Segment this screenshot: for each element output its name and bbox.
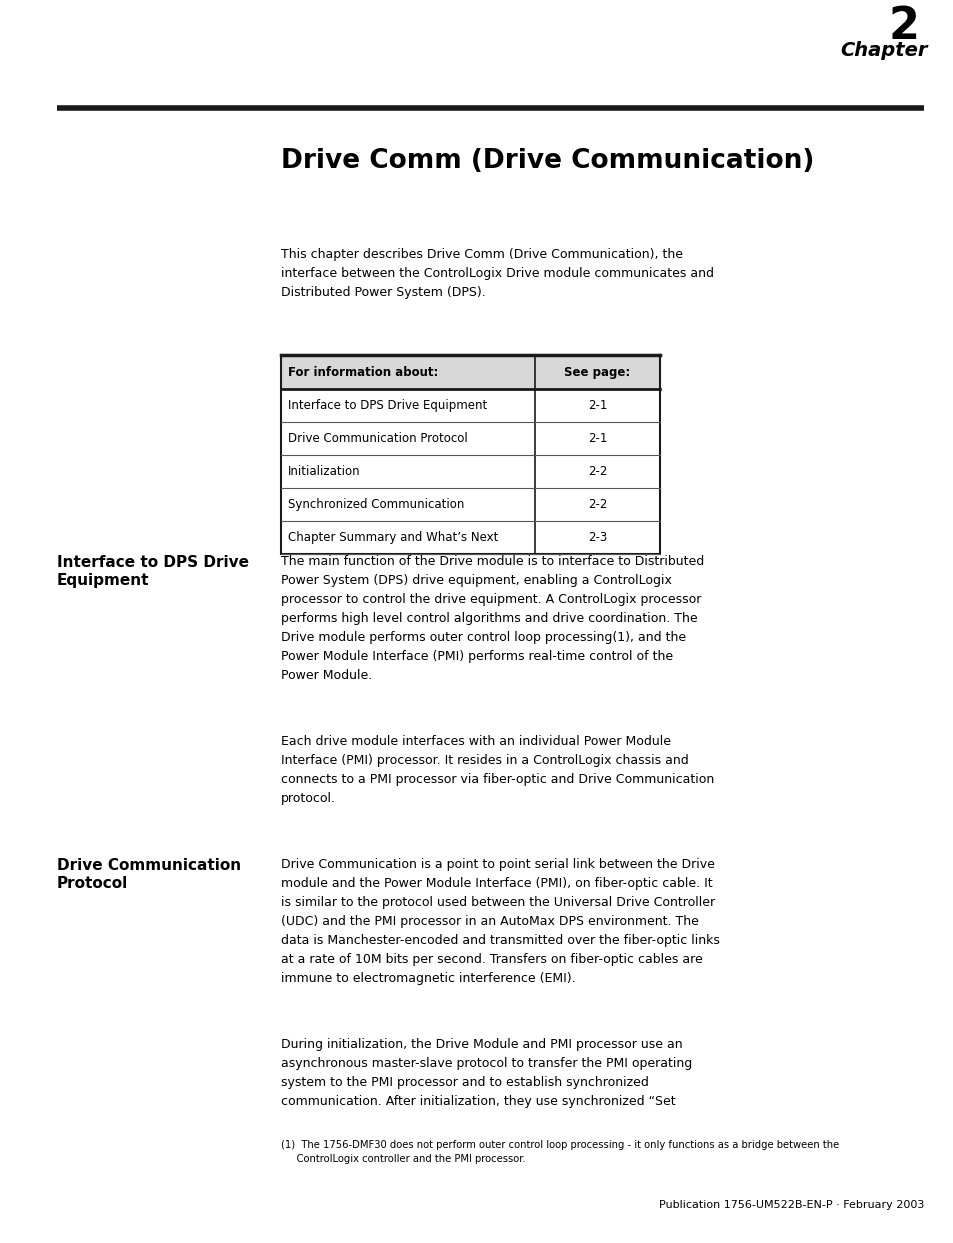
Text: See page:: See page:: [564, 365, 630, 379]
Text: Chapter Summary and What’s Next: Chapter Summary and What’s Next: [288, 531, 497, 544]
Text: 2-1: 2-1: [587, 433, 606, 445]
Text: Drive Comm (Drive Communication): Drive Comm (Drive Communication): [281, 148, 814, 174]
Text: The main function of the Drive module is to interface to Distributed
Power Syste: The main function of the Drive module is…: [281, 556, 703, 682]
Text: Interface to DPS Drive Equipment: Interface to DPS Drive Equipment: [288, 399, 487, 411]
Text: 2-1: 2-1: [587, 399, 606, 411]
Text: Initialization: Initialization: [288, 465, 360, 479]
Bar: [281, 355, 659, 554]
Text: This chapter describes Drive Comm (Drive Communication), the
interface between t: This chapter describes Drive Comm (Drive…: [281, 249, 713, 300]
Text: Protocol: Protocol: [57, 876, 128, 891]
Text: Synchronized Communication: Synchronized Communication: [288, 498, 464, 511]
Text: 2-3: 2-3: [587, 531, 606, 544]
Text: 2-2: 2-2: [587, 465, 606, 479]
Text: 2: 2: [888, 5, 919, 48]
Text: Drive Communication: Drive Communication: [57, 858, 241, 873]
Text: Publication 1756-UM522B-EN-P · February 2003: Publication 1756-UM522B-EN-P · February …: [658, 1199, 923, 1209]
Text: Drive Communication is a point to point serial link between the Drive
module and: Drive Communication is a point to point …: [281, 858, 720, 984]
Text: Each drive module interfaces with an individual Power Module
Interface (PMI) pro: Each drive module interfaces with an ind…: [281, 735, 714, 805]
Text: 2-2: 2-2: [587, 498, 606, 511]
Bar: [281, 355, 659, 389]
Text: Equipment: Equipment: [57, 573, 150, 588]
Text: During initialization, the Drive Module and PMI processor use an
asynchronous ma: During initialization, the Drive Module …: [281, 1038, 692, 1108]
Text: Chapter: Chapter: [840, 41, 926, 60]
Text: Interface to DPS Drive: Interface to DPS Drive: [57, 556, 249, 571]
Text: Drive Communication Protocol: Drive Communication Protocol: [288, 433, 467, 445]
Text: For information about:: For information about:: [288, 365, 438, 379]
Text: (1)  The 1756-DMF30 does not perform outer control loop processing - it only fun: (1) The 1756-DMF30 does not perform oute…: [281, 1140, 839, 1163]
